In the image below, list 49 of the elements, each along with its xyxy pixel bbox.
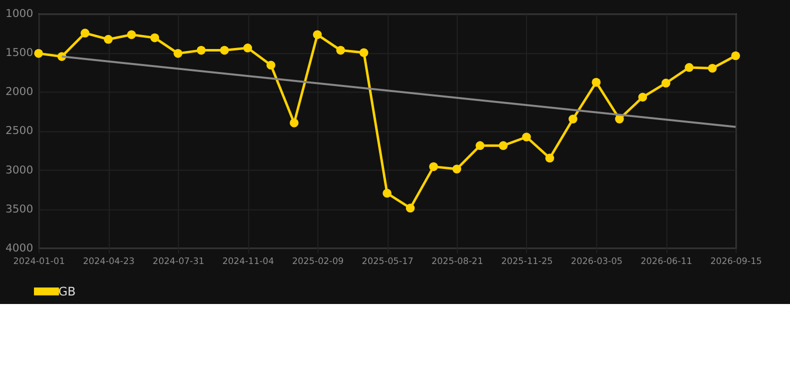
point [684, 63, 694, 72]
point [638, 92, 648, 102]
x-tick-label: 2025-02-09 [292, 257, 344, 268]
legend-label: GB [58, 284, 76, 298]
x-tick-label: 2026-06-11 [640, 257, 692, 268]
point [452, 164, 462, 174]
point [104, 34, 113, 44]
y-tick-label: 2500 [5, 124, 34, 138]
point [336, 46, 346, 55]
x-tick-label: 2024-07-31 [152, 257, 204, 268]
point [568, 114, 578, 124]
point [290, 118, 299, 128]
point [406, 204, 415, 212]
x-tick-label: 2024-04-23 [82, 257, 135, 268]
point [476, 141, 484, 150]
point [220, 46, 229, 55]
x-tick-label: 2025-11-25 [501, 257, 553, 268]
point [429, 162, 438, 172]
y-tick-label: 2000 [5, 85, 34, 98]
x-tick-label: 2026-03-05 [570, 257, 622, 268]
point [243, 44, 252, 52]
point [196, 46, 206, 55]
point [615, 114, 624, 124]
point [382, 188, 392, 198]
y-tick-label: 3000 [5, 163, 34, 176]
x-tick-label: 2024-11-04 [222, 257, 274, 268]
y-tick-label: 1000 [5, 7, 34, 20]
point [522, 132, 531, 142]
y-tick-label: 1500 [5, 46, 34, 60]
y-tick-label: 3500 [5, 202, 34, 216]
y-tick-label: 4000 [5, 241, 34, 254]
x-tick-label: 2025-08-21 [432, 257, 484, 268]
point [545, 154, 554, 162]
point [359, 48, 368, 58]
point [731, 51, 740, 60]
point [592, 78, 601, 87]
point [661, 78, 670, 88]
point [34, 49, 43, 58]
point [312, 30, 322, 40]
point [174, 49, 182, 58]
point [266, 60, 276, 70]
point [150, 33, 160, 42]
x-tick-label: 2025-05-17 [362, 257, 414, 268]
point [80, 28, 90, 38]
x-tick-label: 2026-09-15 [710, 257, 762, 268]
point [498, 141, 508, 150]
x-tick-label: 2024-01-01 [13, 257, 65, 268]
point [127, 30, 136, 40]
point [708, 64, 717, 73]
